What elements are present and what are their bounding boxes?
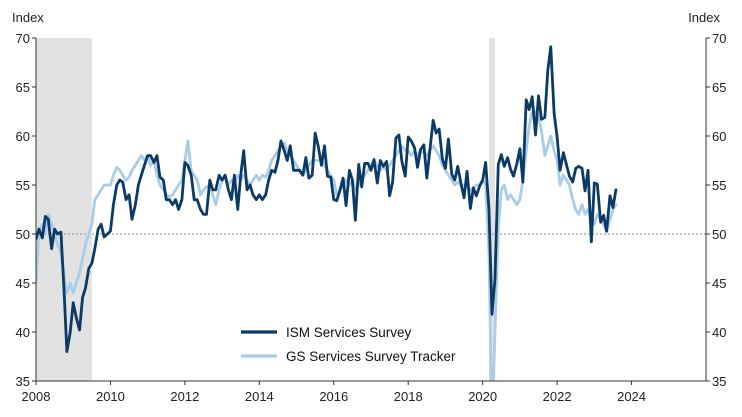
x-tick-label-2012: 2012 (170, 389, 199, 404)
series-line-ism (36, 45, 618, 353)
x-tick-label-2008: 2008 (22, 389, 51, 404)
x-tick-label-2020: 2020 (468, 389, 497, 404)
legend: ISM Services Survey GS Services Survey T… (241, 325, 456, 364)
y-tick-label-right-45: 45 (712, 276, 726, 291)
x-tick-label-2014: 2014 (245, 389, 274, 404)
y-tick-label-left-70: 70 (16, 31, 30, 46)
y-tick-label-right-50: 50 (712, 227, 726, 242)
y-tick-label-left-55: 55 (16, 178, 30, 193)
axes-layer (35, 38, 707, 382)
y-tick-label-left-45: 45 (16, 276, 30, 291)
y-tick-label-left-50: 50 (16, 227, 30, 242)
recession-band-1 (36, 38, 92, 381)
series-layer (36, 45, 618, 381)
y-tick-label-right-65: 65 (712, 80, 726, 95)
ticks-layer: 35 35 40 40 45 45 50 50 55 55 60 60 65 65 70 70 2008 2010… (16, 31, 727, 404)
x-tick-label-2018: 2018 (394, 389, 423, 404)
y-tick-label-left-40: 40 (16, 325, 30, 340)
recession-band-2 (488, 38, 495, 381)
y-tick-label-left-60: 60 (16, 129, 30, 144)
y-tick-label-right-40: 40 (712, 325, 726, 340)
y-tick-label-left-35: 35 (16, 374, 30, 389)
x-tick-label-2024: 2024 (617, 389, 646, 404)
legend-label-gs: GS Services Survey Tracker (286, 349, 456, 364)
y-tick-label-right-55: 55 (712, 178, 726, 193)
y-tick-label-right-60: 60 (712, 129, 726, 144)
x-tick-label-2022: 2022 (543, 389, 572, 404)
y-axis-right-title: Index (688, 10, 720, 25)
y-tick-label-left-65: 65 (16, 80, 30, 95)
y-tick-label-right-35: 35 (712, 374, 726, 389)
y-axis-left-title: Index (12, 10, 44, 25)
y-tick-label-right-70: 70 (712, 31, 726, 46)
legend-label-ism: ISM Services Survey (286, 325, 412, 340)
recession-shading-layer (36, 38, 495, 381)
x-tick-label-2016: 2016 (319, 389, 348, 404)
x-tick-label-2010: 2010 (96, 389, 125, 404)
